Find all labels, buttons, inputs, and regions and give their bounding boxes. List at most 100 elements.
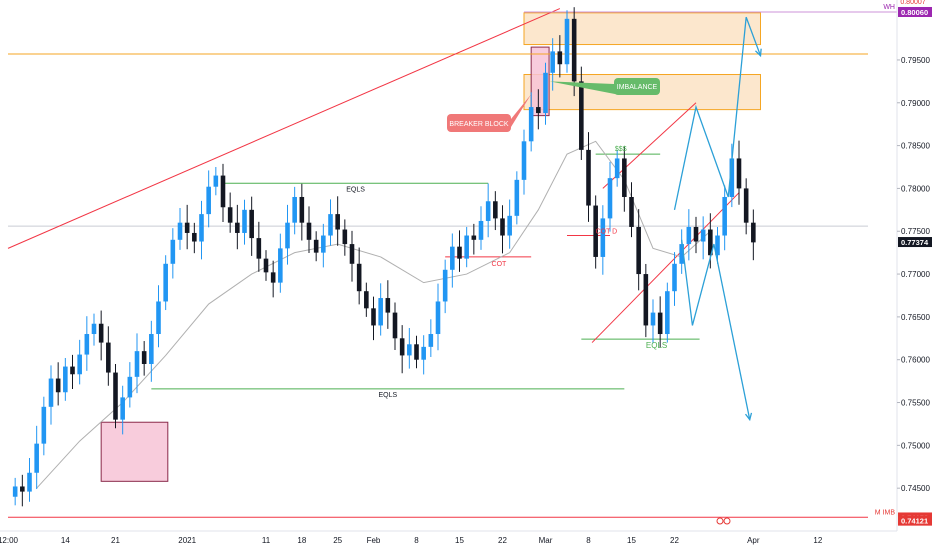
- candle-body: [442, 269, 448, 302]
- time-axis[interactable]: 12:00 14 21 2021 11 18 25 Feb 8 15 22 Mar 8 15 22 Apr 12: [0, 530, 897, 545]
- candle-body: [113, 372, 118, 420]
- price-tick-label: 0.77500: [901, 227, 930, 236]
- cot-label: COT: [492, 261, 508, 268]
- time-tick-label: 8: [586, 536, 591, 545]
- candle-body: [285, 222, 290, 249]
- economic-event-icon[interactable]: [716, 517, 724, 525]
- candle-body: [278, 248, 283, 283]
- candle-body: [407, 344, 412, 356]
- candle-body: [392, 312, 398, 339]
- economic-event-icon[interactable]: [723, 517, 731, 525]
- cot-d-label: COT D: [596, 229, 618, 236]
- eqls-right-label: EQLS: [646, 341, 667, 350]
- candle-body: [464, 235, 469, 259]
- red-trendline: [7, 8, 561, 249]
- candle-body: [665, 291, 670, 335]
- candle-body: [256, 238, 262, 259]
- time-tick-label: 8: [414, 536, 419, 545]
- price-badge-value: 0.80060: [901, 8, 928, 17]
- candle-body: [292, 196, 297, 223]
- annotation-layer: EQLS EQLS EQLS COT COT D $$$ BREAKER BLOCK IMBA…: [346, 4, 896, 525]
- candle-body: [650, 312, 656, 326]
- candle-body: [328, 214, 333, 236]
- candle-body: [199, 214, 204, 242]
- candle-body: [557, 51, 563, 65]
- price-tick-label: 0.76500: [901, 313, 930, 322]
- candle-body: [600, 218, 606, 257]
- channel-lower-line: [591, 192, 740, 343]
- candle-body: [500, 218, 505, 236]
- candle-body: [579, 81, 584, 150]
- time-tick-label: Mar: [539, 536, 553, 545]
- breaker-block-callout-pointer: [511, 94, 532, 127]
- candle-body: [399, 338, 405, 356]
- candle-body: [528, 107, 534, 142]
- candle-body: [299, 196, 305, 223]
- candle-body: [435, 301, 441, 335]
- time-tick-label: 11: [262, 536, 271, 545]
- candle-body: [84, 334, 90, 355]
- price-tick-label: 0.77000: [901, 270, 930, 279]
- candle-body: [693, 226, 699, 242]
- price-mark-label: WH: [883, 4, 895, 11]
- price-tick-label: 0.75500: [901, 399, 930, 408]
- dollars-label: $$$: [615, 146, 627, 153]
- price-badge: [898, 515, 932, 526]
- time-tick-label: 14: [61, 536, 70, 545]
- price-tick-label: 0.79000: [901, 99, 930, 108]
- candle-body: [321, 235, 326, 253]
- zones-layer: [100, 12, 761, 482]
- candle-body: [356, 263, 362, 292]
- candle-body: [163, 263, 168, 302]
- candle-body: [12, 486, 18, 497]
- time-tick-label: Apr: [747, 536, 760, 545]
- price-axis-bg: [897, 0, 932, 550]
- candle-body: [206, 186, 211, 215]
- imbalance-callout: [614, 78, 660, 95]
- candle-body: [70, 366, 75, 375]
- time-tick-label: 15: [627, 536, 636, 545]
- bullish-projection-path: [673, 16, 762, 210]
- candle-body: [643, 274, 649, 326]
- candle-body: [192, 232, 197, 242]
- price-mark-label: M IMB: [875, 509, 896, 516]
- candle-body: [220, 175, 226, 208]
- candle-body: [177, 222, 183, 240]
- candle-body: [607, 178, 613, 219]
- candle-body: [249, 209, 254, 239]
- candle-body: [657, 312, 663, 335]
- candle-body: [622, 158, 627, 197]
- time-tick-label: 21: [111, 536, 120, 545]
- price-badge: [898, 237, 932, 248]
- candle-body: [428, 334, 434, 347]
- imbalance-callout-pointer: [549, 81, 620, 95]
- price-axis[interactable]: USD0.800070.745000.750000.755000.760000.…: [896, 0, 932, 550]
- eqls-top-label: EQLS: [346, 186, 365, 193]
- time-tick-label: 18: [297, 536, 306, 545]
- candle-body: [471, 235, 477, 240]
- candle-body: [385, 298, 391, 313]
- candle-body: [141, 351, 147, 364]
- time-tick-label: 25: [333, 536, 342, 545]
- candle-body: [106, 342, 111, 373]
- candle-body: [41, 406, 47, 444]
- candle-body: [335, 214, 340, 230]
- imbalance-label: IMBALANCE: [617, 84, 658, 91]
- candle-body: [378, 298, 383, 326]
- candle-body: [263, 258, 269, 273]
- candle-body: [34, 443, 39, 473]
- candle-body: [708, 229, 713, 256]
- candle-body: [457, 246, 462, 259]
- candle-body: [536, 107, 541, 114]
- time-tick-label: Feb: [367, 536, 381, 545]
- candle-body: [349, 244, 355, 264]
- candle-body: [77, 354, 82, 375]
- candle-body: [564, 18, 570, 65]
- candle-body: [91, 323, 97, 335]
- candle-body: [98, 323, 104, 343]
- candle-body: [342, 229, 348, 245]
- price-badge-value: 0.74121: [901, 517, 928, 526]
- time-tick-label: 22: [670, 536, 679, 545]
